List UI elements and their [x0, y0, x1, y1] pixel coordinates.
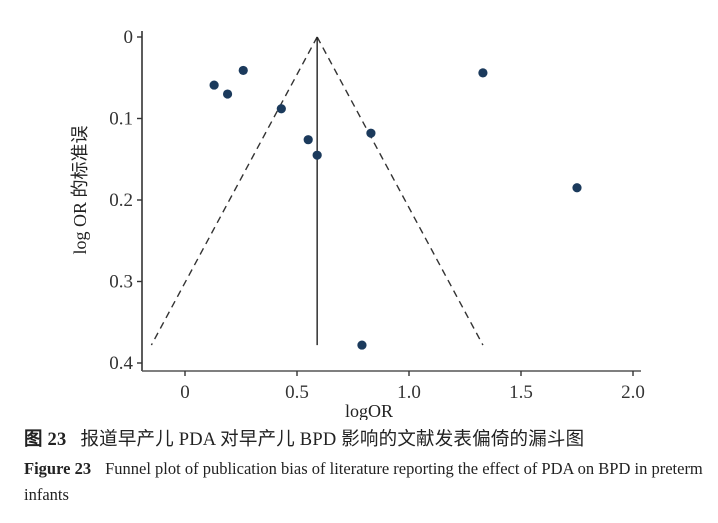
- study-point: [209, 80, 219, 90]
- axes: 0 0.1 0.2 0.3 0.4 0 0.5 1.0 1.5 2.0: [109, 27, 645, 403]
- study-point: [238, 65, 248, 76]
- y-tick-label: 0.2: [109, 190, 133, 211]
- y-tick-label: 0.3: [109, 272, 133, 293]
- funnel-plot: 0 0.1 0.2 0.3 0.4 0 0.5 1.0 1.5 2.0 logOR log OR …: [70, 27, 645, 420]
- y-tick-label: 0.4: [109, 353, 133, 374]
- y-tick-label: 0.1: [109, 109, 133, 130]
- study-point: [366, 128, 376, 138]
- x-tick-label: 2.0: [621, 382, 645, 403]
- caption-label-en: Figure 23: [24, 459, 92, 478]
- study-point: [276, 104, 286, 114]
- y-tick-label: 0: [124, 27, 134, 48]
- study-point: [478, 68, 488, 78]
- figure-caption-chinese: 图 23 报道早产儿 PDA 对早产儿 BPD 影响的文献发表偏倚的漏斗图: [24, 425, 714, 451]
- plot-area: [150, 36, 582, 350]
- y-axis-title: log OR 的标准误: [70, 125, 90, 254]
- caption-label-cn: 图 23: [24, 430, 67, 450]
- x-tick-label: 0: [180, 382, 190, 403]
- study-point: [303, 135, 313, 145]
- x-tick-label: 1.0: [397, 382, 421, 403]
- x-axis-title: logOR: [345, 401, 393, 420]
- figure-caption-english: Figure 23 Funnel plot of publication bias…: [24, 456, 714, 508]
- funnel-boundary-line: [316, 36, 484, 346]
- study-point: [312, 150, 322, 160]
- caption-text-en: Funnel plot of publication bias of liter…: [24, 459, 703, 504]
- study-point: [357, 340, 367, 350]
- x-tick-label: 1.5: [509, 382, 533, 403]
- study-point: [222, 89, 233, 99]
- x-tick-label: 0.5: [285, 382, 309, 403]
- caption-text-cn: 报道早产儿 PDA 对早产儿 BPD 影响的文献发表偏倚的漏斗图: [80, 430, 585, 450]
- funnel-boundary-line: [150, 36, 318, 346]
- study-point: [572, 183, 582, 193]
